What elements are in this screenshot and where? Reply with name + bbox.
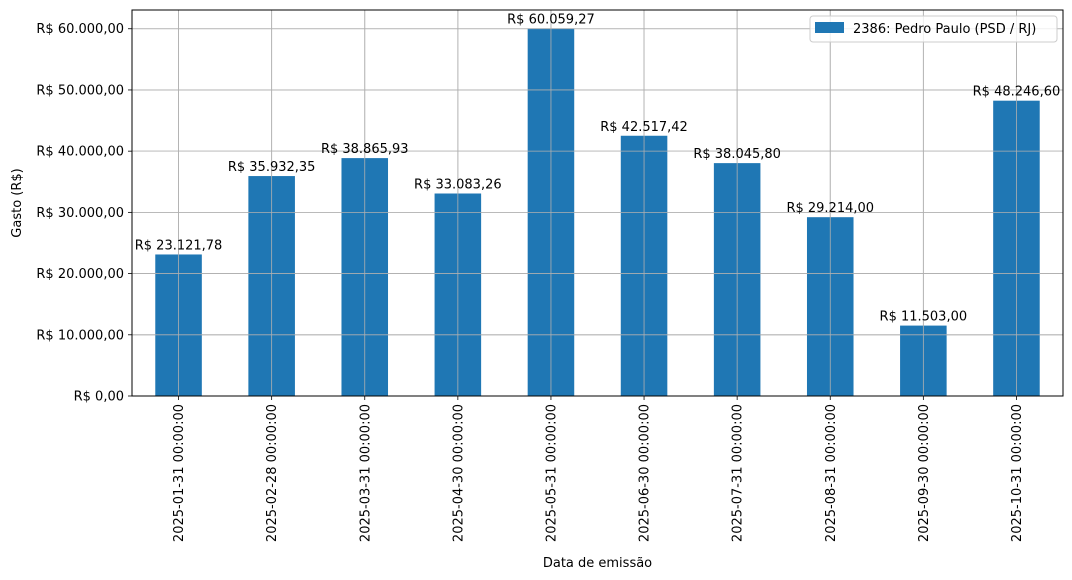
x-tick-label: 2025-08-31 00:00:00 [824,404,839,542]
x-tick-label: 2025-10-31 00:00:00 [1010,404,1025,542]
x-tick-label: 2025-07-31 00:00:00 [731,404,746,542]
y-tick-label: R$ 50.000,00 [36,83,124,98]
x-tick-label: 2025-05-31 00:00:00 [544,404,559,542]
y-axis-label: Gasto (R$) [10,168,25,237]
y-axis-ticks: R$ 0,00 R$ 10.000,00 R$ 20.000,00 R$ 30.000… [36,22,132,405]
legend: 2386: Pedro Paulo (PSD / RJ) [809,15,1058,43]
x-tick-label: 2025-04-30 00:00:00 [451,404,466,542]
data-label: R$ 29.214,00 [786,201,874,216]
y-tick-label: R$ 0,00 [74,390,124,405]
legend-box [809,15,1058,43]
x-tick-label: 2025-01-31 00:00:00 [172,404,187,542]
plot-frame [131,9,1064,397]
legend-label: 2386: Pedro Paulo (PSD / RJ) [853,22,1036,37]
x-tick-label: 2025-03-31 00:00:00 [358,404,373,542]
data-label: R$ 35.932,35 [228,160,316,175]
x-tick-label: 2025-02-28 00:00:00 [265,404,280,542]
y-tick-label: R$ 10.000,00 [36,328,124,343]
data-label: R$ 48.246,60 [973,85,1061,100]
data-label: R$ 42.517,42 [600,120,688,135]
data-label: R$ 33.083,26 [414,177,502,192]
x-tick-label: 2025-06-30 00:00:00 [638,404,653,542]
y-tick-label: R$ 40.000,00 [36,145,124,160]
y-tick-label: R$ 60.000,00 [36,22,124,37]
x-axis-ticks: 2025-01-31 00:00:00 2025-02-28 00:00:00 20… [172,396,1025,542]
legend-swatch [815,22,844,33]
data-label: R$ 60.059,27 [507,12,595,27]
x-axis-label: Data de emissão [543,556,652,571]
y-tick-label: R$ 20.000,00 [36,267,124,282]
data-label: R$ 23.121,78 [135,238,223,253]
bars [132,10,1063,397]
data-label: R$ 38.045,80 [693,147,781,162]
x-tick-label: 2025-09-30 00:00:00 [917,404,932,542]
data-label: R$ 11.503,00 [880,310,968,325]
data-label: R$ 38.865,93 [321,142,409,157]
data-labels: R$ 23.121,78 R$ 35.932,35 R$ 38.865,93 R$ 3… [135,12,1061,324]
y-tick-label: R$ 30.000,00 [36,206,124,221]
